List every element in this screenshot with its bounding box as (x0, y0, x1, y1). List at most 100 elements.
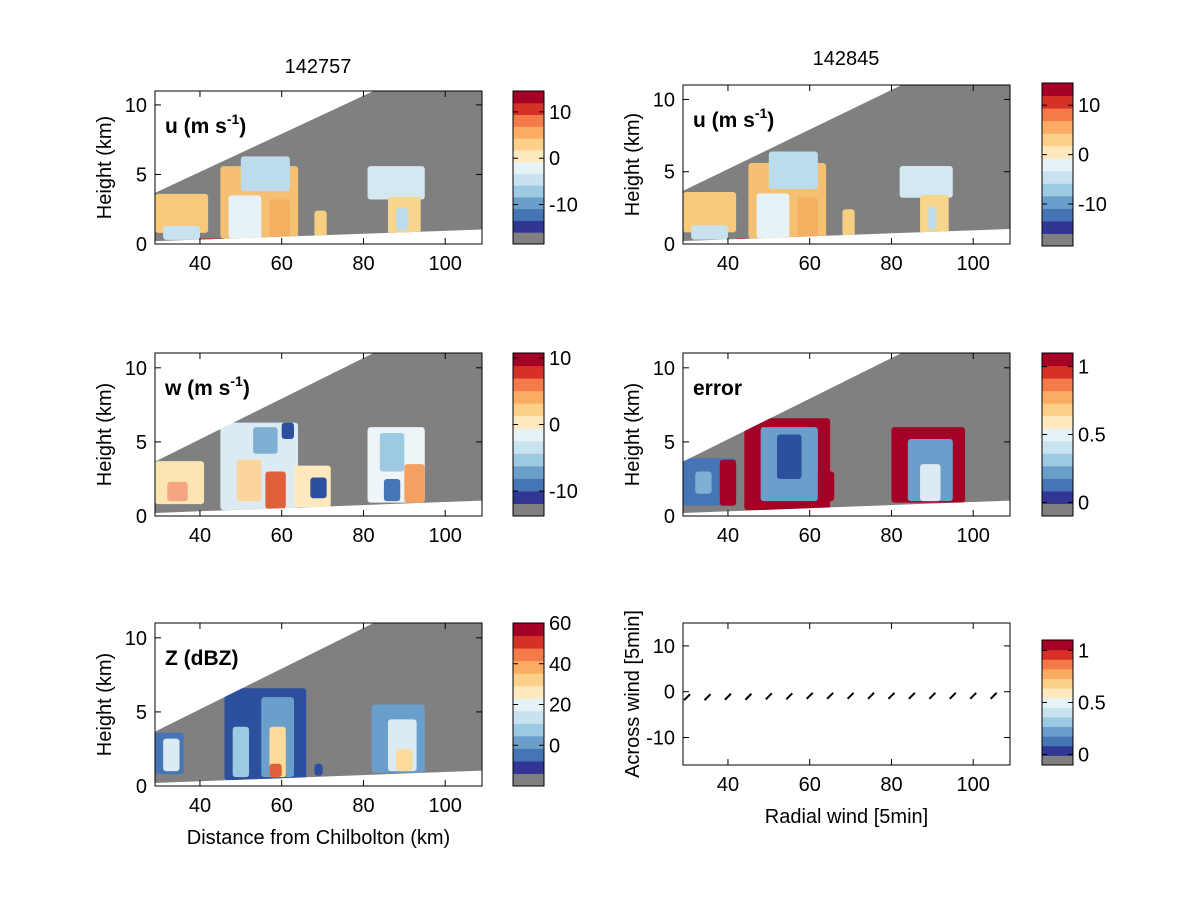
y-tick-label: 10 (125, 95, 147, 117)
axes-frame (682, 622, 1011, 766)
panel-label: error (693, 377, 742, 400)
colorbar-segment (1042, 745, 1073, 756)
colorbar-segment (513, 735, 544, 749)
y-tick-label: 0 (664, 234, 675, 256)
x-tick-label: 80 (880, 525, 902, 547)
y-axis-label: Across wind [5min] (622, 610, 644, 778)
colorbar-segment (1042, 403, 1073, 417)
colorbar: 10.50 (1041, 352, 1106, 517)
x-tick-label: 80 (352, 253, 374, 275)
colorbar-segment (1042, 465, 1073, 479)
panel-label: w (m s-1) (164, 373, 250, 400)
colorbar-segment (1042, 133, 1073, 147)
x-tick-label: 60 (271, 253, 293, 275)
colorbar-segment (513, 403, 544, 417)
wind-arrow (744, 693, 753, 701)
data-cell (269, 763, 282, 778)
x-tick-label: 100 (429, 795, 462, 817)
x-tick-label: 60 (799, 253, 821, 275)
colorbar-segment (1042, 353, 1073, 367)
data-cell (404, 464, 425, 503)
colorbar-segment (513, 415, 544, 429)
data-area (683, 353, 1010, 513)
colorbar-segment (513, 748, 544, 762)
panel-z-left: 40 60 80 100 0 5 10 Z (dBZ) Height (km) Distance … (94, 613, 571, 849)
colorbar-segment (1042, 183, 1073, 197)
colorbar-tick-label: 10 (549, 102, 571, 124)
colorbar-segment (513, 114, 544, 127)
data-cell (719, 459, 737, 506)
panel-label-superscript: -1 (227, 111, 240, 127)
wind-arrow (989, 692, 998, 700)
wind-arrow (724, 693, 732, 701)
axes-frame (154, 90, 483, 245)
colorbar: 10.50 (1041, 639, 1106, 767)
colorbar-segment (513, 173, 544, 186)
y-tick-label: 5 (136, 702, 147, 724)
data-cell (842, 209, 855, 237)
colorbar-segment (1042, 233, 1073, 247)
panel-label-close: ) (239, 115, 246, 138)
x-tick-label: 100 (429, 525, 462, 547)
y-axis-label: Height (km) (94, 116, 116, 219)
colorbar-tick-label: 0 (549, 735, 560, 757)
colorbar-tick-label: 0 (549, 415, 560, 437)
x-tick-label: 40 (717, 253, 739, 275)
data-cell (236, 459, 262, 502)
wind-arrow (806, 692, 814, 700)
y-tick-label: 10 (125, 358, 147, 380)
colorbar-segment (513, 353, 544, 367)
colorbar-segment (513, 149, 544, 163)
data-cell (228, 195, 262, 239)
colorbar-tick-label: 40 (549, 654, 571, 676)
axes-frame (154, 352, 483, 517)
y-tick-label: 0 (136, 776, 147, 798)
column-title-left: 142757 (285, 56, 352, 78)
colorbar-tick-label: 0 (549, 148, 560, 170)
x-tick-label: 60 (799, 774, 821, 796)
colorbar-segment (1042, 478, 1073, 492)
y-tick-label: 0 (664, 682, 675, 704)
colorbar-segment (513, 773, 544, 787)
colorbar-segment (1042, 83, 1073, 97)
colorbar-segment (1042, 365, 1073, 379)
data-cell (691, 225, 728, 240)
data-cell (314, 210, 327, 238)
axes-frame (682, 84, 1011, 245)
y-tick-label: 0 (664, 506, 675, 528)
data-cell (797, 197, 818, 239)
colorbar-segment (1042, 640, 1073, 651)
wind-arrow (908, 692, 916, 700)
colorbar-segment (513, 102, 544, 116)
data-area (155, 91, 482, 242)
colorbar-tick-label: 0 (1078, 492, 1089, 514)
colorbar-segment (1042, 649, 1073, 660)
x-tick-label: 40 (189, 795, 211, 817)
x-tick-label: 40 (189, 525, 211, 547)
colorbar-tick-label: 1 (1078, 640, 1089, 662)
data-cell (683, 191, 737, 233)
colorbar-tick-label: 1 (1078, 357, 1089, 379)
x-tick-label: 40 (717, 525, 739, 547)
colorbar-segment (1042, 716, 1073, 728)
colorbar-segment (1042, 120, 1073, 134)
colorbar-segment (513, 428, 544, 442)
colorbar-segment (1042, 668, 1073, 679)
x-tick-label: 100 (957, 525, 990, 547)
colorbar: 60 40 20 0 (512, 613, 571, 787)
colorbar-segment (513, 220, 544, 233)
colorbar-segment (513, 232, 544, 245)
x-tick-label: 80 (880, 774, 902, 796)
colorbar-segment (1042, 503, 1073, 517)
colorbar-tick-label: 10 (549, 348, 571, 370)
axes-frame (154, 622, 483, 787)
data-cell (314, 763, 323, 776)
colorbar-segment (513, 685, 544, 699)
colorbar-segment (513, 723, 544, 737)
data-cell (768, 151, 818, 190)
colorbar-segment (1042, 415, 1073, 429)
